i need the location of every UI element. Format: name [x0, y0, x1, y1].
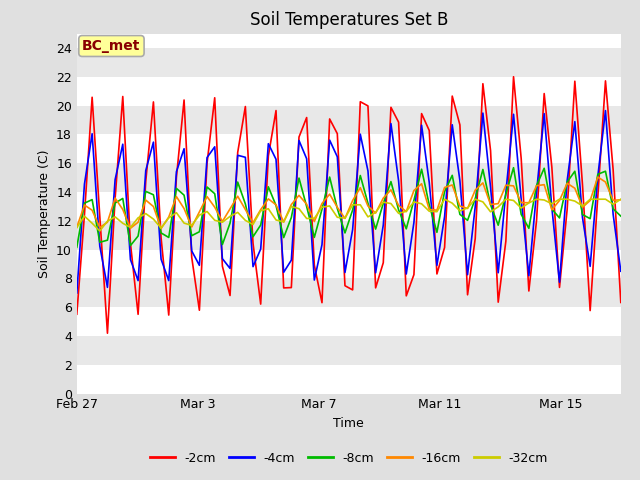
Bar: [77, 278, 621, 307]
Bar: [77, 19, 621, 48]
-4cm: [441, 214, 449, 219]
-2cm: [157, 235, 165, 240]
-8cm: [418, 167, 426, 172]
-32cm: [441, 196, 449, 202]
-16cm: [426, 206, 433, 212]
-4cm: [617, 268, 625, 274]
-32cm: [264, 206, 272, 212]
-32cm: [157, 225, 165, 231]
Title: Soil Temperatures Set B: Soil Temperatures Set B: [250, 11, 448, 29]
-2cm: [387, 105, 395, 110]
-8cm: [441, 189, 449, 194]
-32cm: [96, 228, 104, 234]
-2cm: [104, 330, 111, 336]
-2cm: [617, 300, 625, 305]
-32cm: [426, 208, 433, 214]
-2cm: [449, 93, 456, 99]
-8cm: [509, 165, 517, 170]
Bar: [77, 163, 621, 192]
Line: -8cm: -8cm: [77, 168, 621, 247]
Bar: [77, 192, 621, 221]
-32cm: [586, 196, 594, 202]
Legend: -2cm, -4cm, -8cm, -16cm, -32cm: -2cm, -4cm, -8cm, -16cm, -32cm: [145, 447, 553, 469]
Line: -4cm: -4cm: [77, 110, 621, 293]
-8cm: [617, 213, 625, 219]
Line: -2cm: -2cm: [77, 77, 621, 333]
-2cm: [73, 312, 81, 317]
Bar: [77, 336, 621, 365]
-8cm: [257, 222, 264, 228]
-16cm: [73, 224, 81, 230]
-4cm: [73, 290, 81, 296]
Bar: [77, 48, 621, 77]
Text: BC_met: BC_met: [82, 39, 141, 53]
-16cm: [387, 187, 395, 192]
-16cm: [617, 197, 625, 203]
Line: -16cm: -16cm: [77, 177, 621, 228]
Bar: [77, 106, 621, 134]
X-axis label: Time: Time: [333, 417, 364, 430]
-8cm: [380, 201, 387, 206]
-8cm: [204, 184, 211, 190]
-2cm: [586, 308, 594, 313]
-4cm: [150, 139, 157, 145]
-32cm: [387, 201, 395, 206]
-2cm: [264, 153, 272, 159]
Bar: [77, 365, 621, 394]
-4cm: [418, 122, 426, 128]
-16cm: [594, 174, 602, 180]
-4cm: [204, 155, 211, 160]
-8cm: [150, 192, 157, 198]
Y-axis label: Soil Temperature (C): Soil Temperature (C): [38, 149, 51, 278]
-16cm: [449, 182, 456, 188]
-4cm: [602, 108, 609, 113]
Bar: [77, 134, 621, 163]
-2cm: [509, 74, 517, 80]
-32cm: [617, 196, 625, 202]
-2cm: [426, 128, 433, 133]
-16cm: [579, 204, 586, 210]
Bar: [77, 77, 621, 106]
-16cm: [264, 196, 272, 202]
-4cm: [380, 222, 387, 228]
-32cm: [456, 208, 464, 214]
-16cm: [157, 226, 165, 231]
-16cm: [150, 204, 157, 209]
Bar: [77, 221, 621, 250]
Line: -32cm: -32cm: [77, 199, 621, 231]
Bar: [77, 250, 621, 278]
-8cm: [73, 244, 81, 250]
-4cm: [257, 246, 264, 252]
Bar: [77, 307, 621, 336]
-32cm: [73, 225, 81, 230]
